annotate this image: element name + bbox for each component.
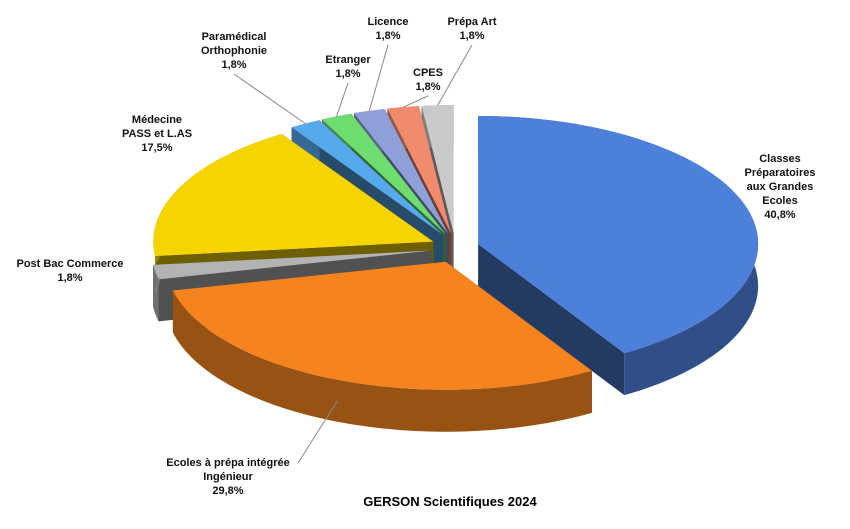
- slice: [354, 109, 449, 234]
- chart-title: GERSON Scientifiques 2024: [363, 494, 537, 509]
- slice: [478, 115, 759, 354]
- category-label: Licence: [367, 16, 409, 28]
- category-label: Médecine PASS et L.AS: [121, 114, 193, 140]
- category-label: Ecoles à prépa intégrée Ingénieur: [166, 457, 290, 483]
- slice-side: [478, 243, 625, 396]
- leader-line: [368, 44, 389, 112]
- slice-label: Licence 1,8%: [368, 15, 409, 43]
- leader-line: [402, 95, 429, 108]
- value-label: 1,8%: [375, 30, 401, 42]
- slice: [478, 115, 759, 396]
- slice-label: CPES 1,8%: [413, 66, 443, 94]
- slice-label: Post Bac Commerce 1,8%: [17, 257, 124, 285]
- slice: [153, 250, 432, 280]
- value-label: 29,8%: [212, 485, 244, 497]
- category-label: Classes Préparatoires aux Grandes Ecoles: [744, 153, 816, 207]
- slice-label: Ecoles à prépa intégrée Ingénieur 29,8%: [166, 456, 290, 498]
- leader-line: [297, 400, 338, 464]
- value-label: 1,8%: [221, 59, 247, 71]
- category-label: Etranger: [325, 54, 371, 66]
- category-label: Prépa Art: [447, 16, 497, 28]
- slice-label: Etranger 1,8%: [325, 53, 370, 81]
- category-label: CPES: [413, 67, 443, 79]
- slice: [172, 261, 592, 390]
- slice: [172, 261, 592, 432]
- slice-label: Paramédical Orthophonie 1,8%: [201, 30, 267, 72]
- slice: [321, 113, 446, 235]
- leader-line: [154, 276, 161, 294]
- value-label: 1,8%: [57, 272, 83, 284]
- value-label: 17,5%: [141, 142, 173, 154]
- value-label: 1,8%: [335, 68, 361, 80]
- value-label: 40,8%: [764, 209, 796, 221]
- slice: [387, 106, 451, 234]
- slice: [291, 120, 444, 236]
- slice-label: Médecine PASS et L.AS 17,5%: [122, 113, 192, 155]
- slice: [421, 105, 454, 234]
- leader-line: [233, 73, 306, 125]
- category-label: Post Bac Commerce: [16, 258, 124, 270]
- leader-line: [336, 82, 349, 117]
- slice-label: Prépa Art 1,8%: [447, 15, 496, 43]
- value-label: 1,8%: [415, 81, 441, 93]
- leader-line: [437, 44, 473, 106]
- slice-label: Classes Préparatoires aux Grandes Ecoles…: [745, 152, 816, 222]
- slice-wall: [172, 290, 592, 432]
- slice: [153, 133, 434, 257]
- value-label: 1,8%: [459, 30, 485, 42]
- category-label: Paramédical Orthophonie: [201, 31, 267, 57]
